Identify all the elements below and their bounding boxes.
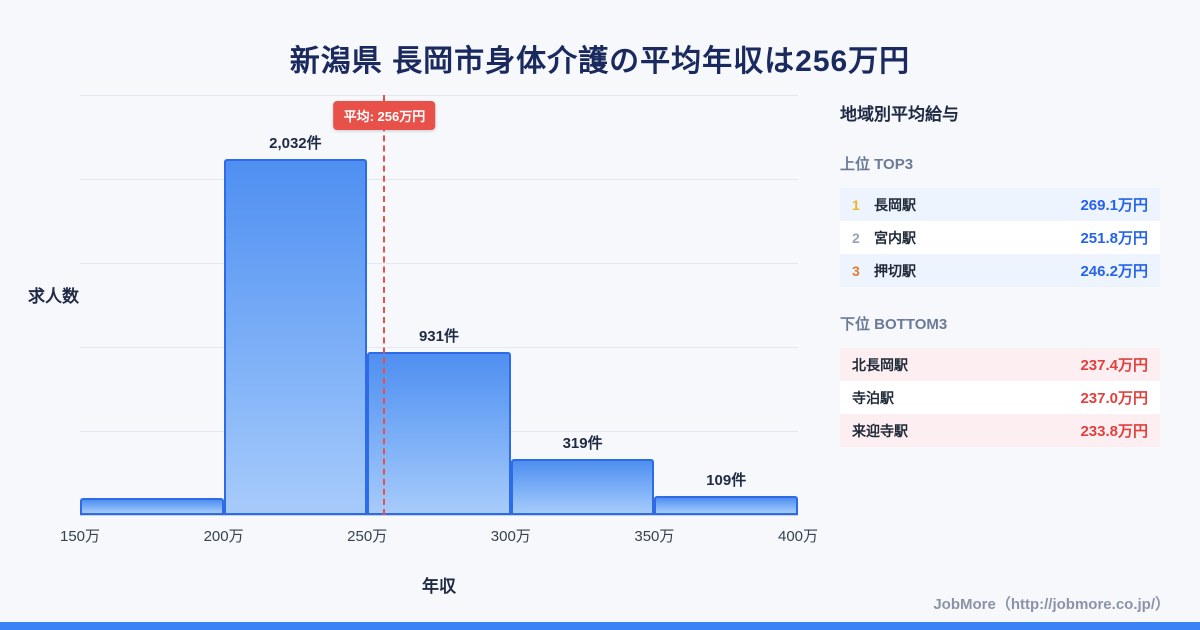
bar-slot: [80, 95, 224, 515]
bar-slot: 319件: [510, 95, 655, 515]
bar-slot: 931件: [367, 95, 511, 515]
bar-value-label: 2,032件: [269, 135, 322, 153]
bar-value-label: 109件: [706, 471, 747, 489]
station-name: 来迎寺駅: [852, 422, 908, 439]
histogram-bar: [223, 159, 368, 515]
x-tick-label: 200万: [203, 528, 244, 545]
salary-value: 246.2万円: [1080, 263, 1148, 280]
rank-badge: 3: [852, 262, 860, 279]
station-row: 来迎寺駅 233.8万円: [840, 414, 1160, 447]
bar-value-label: 931件: [418, 328, 459, 346]
rank-badge: 2: [852, 229, 860, 246]
salary-value: 269.1万円: [1080, 197, 1148, 214]
station-row: 2 宮内駅 251.8万円: [840, 221, 1160, 254]
regional-salary-panel: 地域別平均給与 上位 TOP3 1 長岡駅 269.1万円 2 宮内駅 251.…: [840, 100, 1160, 473]
plot-area: 2,032件 931件 319件 109件 150万 200万 250万 300万 350万 40…: [60, 95, 818, 545]
salary-value: 251.8万円: [1080, 230, 1148, 247]
panel-title: 地域別平均給与: [840, 105, 959, 124]
bottom3-heading: 下位 BOTTOM3: [840, 316, 948, 333]
station-name: 押切駅: [874, 262, 916, 279]
bar-slot: 109件: [654, 95, 798, 515]
rank-badge: 1: [852, 196, 860, 213]
top3-heading: 上位 TOP3: [840, 156, 914, 173]
average-badge: 平均: 256万円: [333, 101, 436, 130]
histogram-bar: [367, 352, 511, 515]
gridline: [80, 347, 798, 348]
salary-value: 237.0万円: [1080, 390, 1148, 407]
average-line: [383, 95, 386, 515]
histogram-bar: [510, 459, 655, 515]
y-axis-label: 求人数: [28, 287, 79, 306]
histogram-bar: [654, 495, 798, 515]
station-row: 寺泊駅 237.0万円: [840, 381, 1160, 414]
bottom-accent-bar: [0, 622, 1200, 630]
salary-value: 233.8万円: [1080, 423, 1148, 440]
top3-table: 1 長岡駅 269.1万円 2 宮内駅 251.8万円 3 押切駅 246.2万…: [840, 188, 1160, 287]
page-title: 新潟県 長岡市身体介護の平均年収は256万円: [289, 45, 911, 78]
x-tick-label: 250万: [347, 528, 388, 545]
gridline: [80, 263, 798, 264]
station-row: 1 長岡駅 269.1万円: [840, 188, 1160, 221]
station-row: 3 押切駅 246.2万円: [840, 254, 1160, 287]
x-axis-label: 年収: [422, 577, 456, 596]
salary-value: 237.4万円: [1080, 357, 1148, 374]
x-tick-label: 400万: [777, 528, 819, 545]
bar-value-label: 319件: [562, 435, 603, 453]
bottom3-table: 北長岡駅 237.4万円 寺泊駅 237.0万円 来迎寺駅 233.8万円: [840, 348, 1160, 447]
gridline: [80, 95, 798, 96]
x-tick-label: 300万: [490, 528, 531, 545]
histogram-bar: [80, 497, 224, 515]
station-name: 寺泊駅: [852, 389, 894, 406]
gridline: [80, 179, 798, 180]
footer-credit: JobMore（http://jobmore.co.jp/）: [933, 596, 1170, 613]
x-axis-line: [80, 515, 798, 516]
station-row: 北長岡駅 237.4万円: [840, 348, 1160, 381]
station-name: 宮内駅: [874, 229, 916, 246]
station-name: 長岡駅: [874, 196, 916, 213]
station-name: 北長岡駅: [852, 356, 908, 373]
bar-slot: 2,032件: [223, 95, 368, 515]
x-tick-label: 150万: [59, 528, 101, 545]
x-tick-label: 350万: [634, 528, 675, 545]
